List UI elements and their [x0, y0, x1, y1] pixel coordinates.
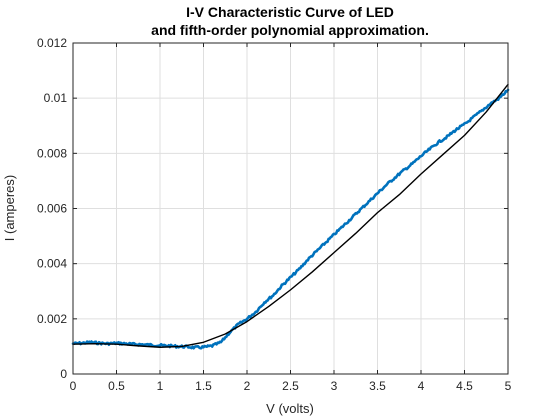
x-axis-label: V (volts): [266, 401, 314, 416]
x-tick-label: 4: [418, 379, 425, 393]
series-layer: [71, 83, 510, 350]
y-tick-label: 0.008: [37, 146, 67, 160]
x-tick-label: 3.5: [369, 379, 386, 393]
chart-title-line-2: and fifth-order polynomial approximation…: [151, 22, 429, 38]
x-tick-label: 1.5: [195, 379, 212, 393]
fit-series-line: [72, 83, 509, 348]
y-tick-label: 0.012: [37, 36, 67, 50]
y-tick-label: 0.006: [37, 202, 67, 216]
x-tick-labels: 0 0.5 1 1.5 2 2.5 3 3.5 4 4.5 5: [70, 379, 512, 393]
y-axis-label: I (amperes): [2, 175, 17, 241]
y-tick-labels: 0 0.002 0.004 0.006 0.008 0.01 0.012: [37, 36, 67, 381]
x-tick-label: 0: [70, 379, 77, 393]
y-tick-label: 0.01: [44, 91, 68, 105]
x-tick-label: 1: [157, 379, 164, 393]
x-tick-label: 4.5: [456, 379, 473, 393]
x-tick-label: 0.5: [108, 379, 125, 393]
x-tick-label: 2.5: [282, 379, 299, 393]
tick-marks: [72, 42, 509, 375]
x-tick-label: 3: [331, 379, 338, 393]
y-tick-label: 0.004: [37, 257, 67, 271]
x-tick-label: 5: [505, 379, 512, 393]
y-tick-label: 0.002: [37, 312, 67, 326]
y-tick-label: 0: [60, 367, 67, 381]
x-tick-label: 2: [244, 379, 251, 393]
measured-series-line: [71, 88, 510, 350]
chart-title-line-1: I-V Characteristic Curve of LED: [186, 4, 394, 20]
